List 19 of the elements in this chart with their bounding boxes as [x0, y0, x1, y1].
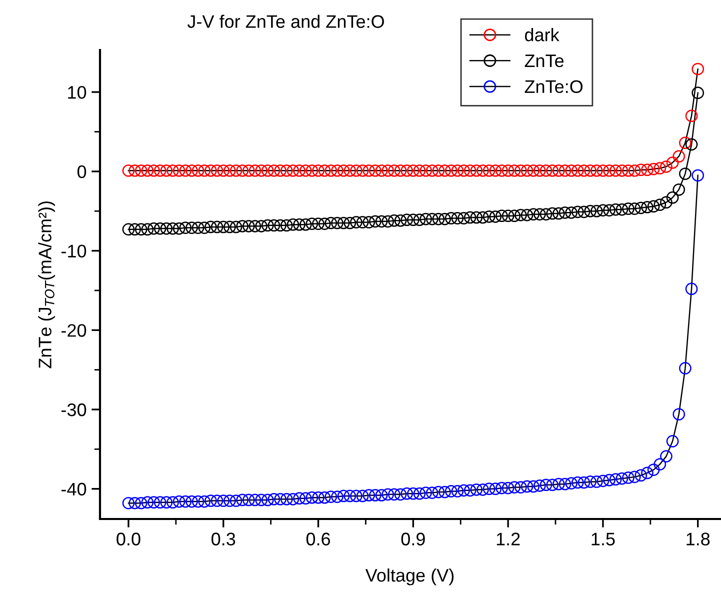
legend-label: ZnTe [524, 54, 564, 68]
y-tick-label: -20 [62, 324, 86, 337]
chart-title: J-V for ZnTe and ZnTe:O [187, 14, 384, 28]
x-tick-label: 0.6 [306, 532, 330, 546]
x-tick-label: 1.8 [686, 532, 710, 546]
x-tick-label: 1.2 [496, 532, 520, 546]
legend-label: dark [524, 28, 560, 42]
x-tick-label: 0.3 [212, 532, 236, 546]
y-tick-label: 0 [77, 165, 86, 178]
legend-label: ZnTe:O [524, 80, 583, 94]
x-tick-label: 1.5 [592, 532, 615, 546]
y-tick-label: 10 [68, 86, 86, 99]
x-tick-label: 0.0 [116, 532, 140, 546]
y-axis-title: ZnTe (J$_{TOT}$(mA/cm²)) [38, 201, 56, 368]
y-tick-label: -10 [62, 244, 86, 258]
y-tick-label: -30 [62, 403, 86, 416]
y-tick-label: -40 [62, 482, 86, 496]
x-tick-label: 0.9 [401, 532, 425, 546]
x-axis-title: Voltage (V) [365, 568, 454, 586]
